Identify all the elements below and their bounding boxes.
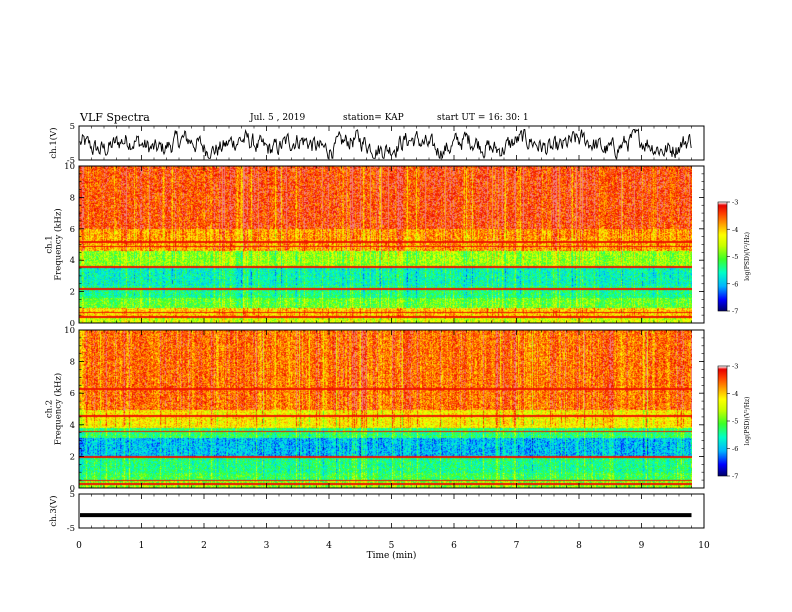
ch3-waveform-ytick-label: -5 <box>67 524 75 534</box>
x-tick-label: 6 <box>451 541 457 551</box>
x-tick-label: 2 <box>201 541 207 551</box>
ch1-spectrogram-colorbar-image <box>718 202 727 311</box>
ch3-waveform-ytick-label: 5 <box>70 490 75 500</box>
ch2-spectrogram-ytick-label: 8 <box>70 358 75 368</box>
ch1-waveform-ytick-label: 5 <box>70 122 75 132</box>
ch1-waveform-ytick-label: -5 <box>67 156 75 166</box>
ch2-spectrogram-ytick-label: 6 <box>70 389 75 399</box>
ch2-spectrogram-colorbar-tick-label: -5 <box>732 418 738 426</box>
ch1-spectrogram-ylabel-line: Frequency (kHz) <box>53 208 64 280</box>
ch1-spectrogram-ylabel-line: ch.1 <box>45 235 55 253</box>
ch1-spectrogram-colorbar-tick-label: -5 <box>732 253 738 261</box>
ch2-spectrogram-colorbar-label-text: log(PSD)(V²/Hz) <box>744 397 751 446</box>
ch2-spectrogram-colorbar-label: log(PSD)(V²/Hz) <box>744 397 751 446</box>
ch1-spectrogram-colorbar-tick-label: -4 <box>732 226 738 234</box>
ch1-spectrogram-colorbar-label-text: log(PSD)(V²/Hz) <box>744 232 751 281</box>
ch1-waveform-ylabel: ch.1(V) <box>48 127 59 158</box>
ch1-spectrogram-ytick-label: 10 <box>64 162 75 172</box>
ch1-spectrogram-ytick-label: 0 <box>70 319 75 329</box>
ch1-spectrogram-image <box>79 166 692 323</box>
ch3-waveform-ylabel: ch.3(V) <box>48 495 59 526</box>
ch3-waveform-ylabel-line: ch.3(V) <box>48 495 59 526</box>
x-tick-label: 10 <box>698 541 710 551</box>
x-tick-label: 0 <box>76 541 82 551</box>
ch2-spectrogram-ytick-label: 4 <box>70 421 75 431</box>
ch3-waveform-frame <box>78 493 705 529</box>
start-time-label: start UT = 16: 30: 1 <box>437 113 529 123</box>
ch2-spectrogram-colorbar-tick-label: -3 <box>732 363 738 371</box>
x-tick-label: 9 <box>639 541 645 551</box>
ch2-spectrogram-colorbar-tick-label: -6 <box>732 445 738 453</box>
ch1-spectrogram-colorbar-tick-label: -7 <box>732 308 738 316</box>
figure-title: VLF Spectra <box>80 111 150 124</box>
x-tick-label: 1 <box>139 541 145 551</box>
ch2-spectrogram-colorbar-tick-label: -4 <box>732 390 738 398</box>
x-tick-label: 7 <box>514 541 520 551</box>
ch1-spectrogram-ylabel: ch.1 Frequency (kHz) <box>45 208 64 280</box>
ch2-spectrogram-colorbar-image <box>718 366 727 476</box>
ch1-spectrogram-ytick-label: 2 <box>70 288 75 298</box>
ch1-waveform-ylabel-line: ch.1(V) <box>48 127 59 158</box>
x-tick-label: 3 <box>264 541 270 551</box>
date-label: Jul. 5 , 2019 <box>250 113 306 123</box>
x-tick-label: 8 <box>576 541 582 551</box>
x-tick-label: 5 <box>389 541 395 551</box>
ch2-spectrogram-ylabel: ch.2 Frequency (kHz) <box>45 373 64 445</box>
ch2-spectrogram-image <box>79 330 692 488</box>
ch1-spectrogram-ytick-label: 4 <box>70 256 75 266</box>
ch2-spectrogram-ylabel-line: Frequency (kHz) <box>53 373 64 445</box>
ch2-spectrogram-ytick-label: 10 <box>64 326 75 336</box>
x-axis-label: Time (min) <box>367 550 417 561</box>
ch2-spectrogram-ylabel-line: ch.2 <box>45 400 55 418</box>
x-tick-label: 4 <box>326 541 332 551</box>
ch1-spectrogram-ytick-label: 8 <box>70 193 75 203</box>
ch2-spectrogram-ytick-label: 0 <box>70 484 75 494</box>
ch1-spectrogram-colorbar-tick-label: -3 <box>732 199 738 207</box>
ch1-waveform-line <box>79 128 692 160</box>
ch2-spectrogram-ytick-label: 2 <box>70 452 75 462</box>
ch2-spectrogram-colorbar-tick-label: -7 <box>732 473 738 481</box>
ch1-spectrogram-colorbar-tick-label: -6 <box>732 280 738 288</box>
ch1-spectrogram-colorbar-label: log(PSD)(V²/Hz) <box>744 232 751 281</box>
ch1-spectrogram-ytick-label: 6 <box>70 225 75 235</box>
station-label: station= KAP <box>343 113 404 123</box>
